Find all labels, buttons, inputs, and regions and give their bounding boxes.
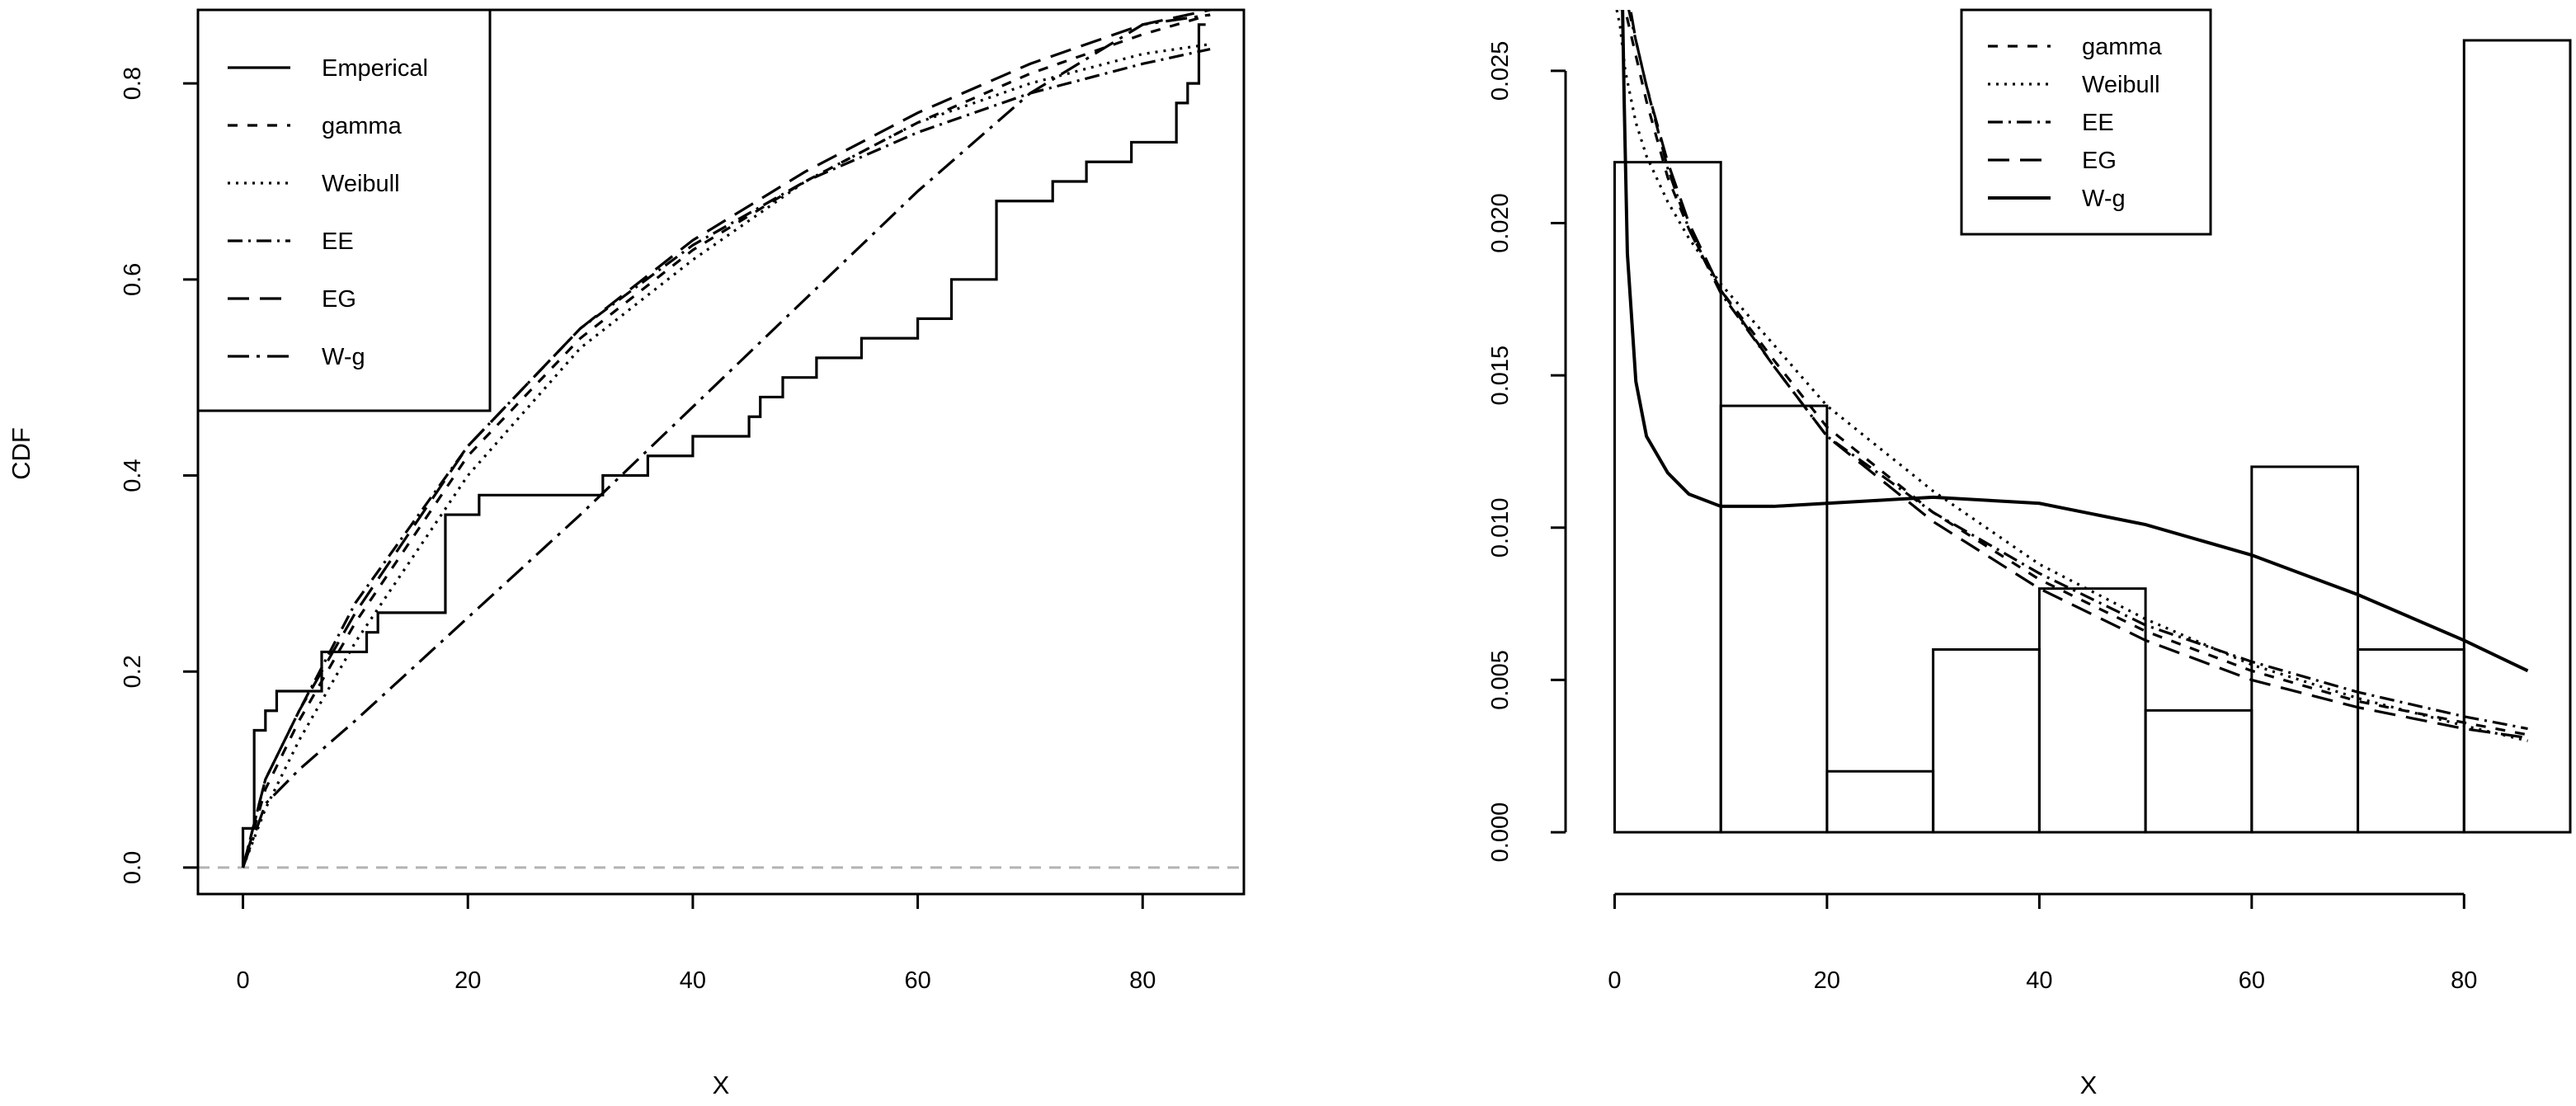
cdf-y-tick-label: 0.4	[120, 459, 146, 492]
density-x-tick-label: 80	[2451, 967, 2477, 994]
cdf-legend-label-eg: EG	[322, 286, 356, 313]
cdf-x-tick-label: 0	[236, 967, 249, 994]
density-series-eg	[1618, 10, 2528, 740]
density-y-tick-label: 0.020	[1487, 193, 1514, 253]
density-legend-label-w-g: W-g	[2082, 186, 2126, 212]
cdf-x-tick-label: 40	[680, 967, 706, 994]
cdf-y-tick-label: 0.2	[120, 655, 146, 688]
histogram-bar	[1719, 404, 1829, 834]
density-y-tick-label: 0.000	[1487, 802, 1514, 863]
cdf-y-tick-label: 0.6	[120, 263, 146, 296]
cdf-legend-label-emperical: Emperical	[322, 55, 428, 82]
density-y-tick-label: 0.015	[1487, 346, 1514, 406]
cdf-y-tick-label: 0.8	[120, 67, 146, 100]
density-legend: gamma Weibull EE EG W-g	[1960, 8, 2212, 236]
cdf-legend-label-ee: EE	[322, 228, 354, 255]
cdf-legend-label-w-g: W-g	[322, 344, 365, 370]
density-y-tick-label: 0.010	[1487, 497, 1514, 558]
density-legend-label-eg: EG	[2082, 148, 2117, 174]
cdf-x-tick-label: 60	[904, 967, 930, 994]
cdf-legend-label-weibull: Weibull	[322, 171, 400, 197]
cdf-legend-label-gamma: gamma	[322, 113, 403, 139]
cdf-x-tick-label: 80	[1129, 967, 1156, 994]
cdf-x-axis-title: X	[713, 1071, 730, 1099]
cdf-y-tick-label: 0.0	[120, 851, 146, 884]
density-y-tick-label: 0.025	[1487, 41, 1514, 101]
cdf-series-eg	[241, 10, 1211, 868]
density-y-tick-label: 0.005	[1487, 650, 1514, 710]
density-x-tick-label: 60	[2239, 967, 2265, 994]
cdf-chart: 0 20 40 60 80 0.0 0.2 0.4 0.6 0.8 X CDF Emperica…	[7, 8, 1246, 1099]
density-series-gamma	[1618, 10, 2528, 737]
cdf-series-weibull	[242, 43, 1211, 868]
cdf-series-w-g	[242, 13, 1211, 868]
density-legend-label-gamma: gamma	[2082, 34, 2163, 60]
cdf-legend: Emperical gamma Weibull EE EG W-g	[196, 8, 492, 412]
density-legend-label-ee: EE	[2082, 110, 2114, 136]
cdf-legend-box	[196, 8, 492, 412]
histogram-bar	[2462, 39, 2572, 834]
density-x-tick-label: 40	[2026, 967, 2052, 994]
density-legend-label-weibull: Weibull	[2082, 72, 2160, 98]
density-chart: 0 20 40 60 80 0.000 0.005 0.010 0.015 0.020 0.025…	[1487, 8, 2572, 1099]
cdf-series-emperical	[241, 23, 1206, 868]
cdf-plot-frame	[196, 8, 1246, 896]
density-x-axis-title: X	[2080, 1071, 2098, 1099]
density-series-w-g	[1621, 10, 2529, 673]
cdf-series-ee	[241, 47, 1211, 868]
cdf-series-gamma	[242, 13, 1211, 868]
cdf-x-tick-label: 20	[454, 967, 481, 994]
cdf-y-axis-title: CDF	[7, 427, 35, 480]
density-x-tick-label: 20	[1814, 967, 1840, 994]
density-x-tick-label: 0	[1608, 967, 1621, 994]
